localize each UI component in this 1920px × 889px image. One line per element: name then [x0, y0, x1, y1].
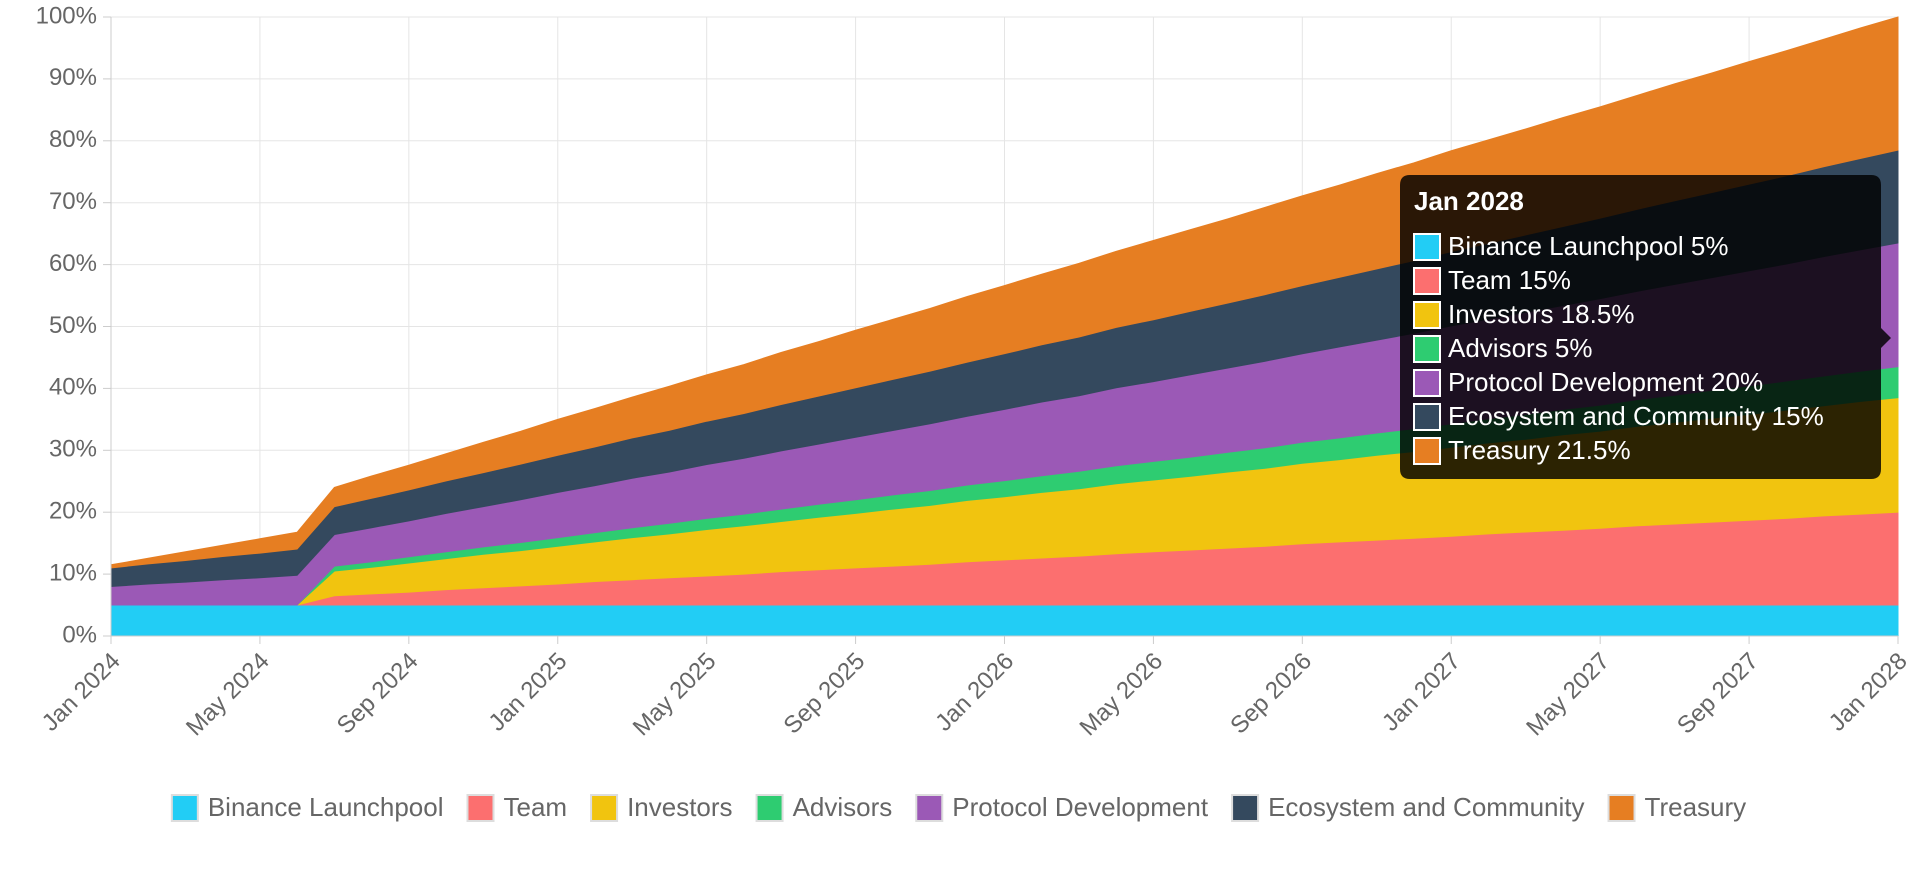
y-tick-label: 20%	[49, 498, 97, 525]
y-tick-label: 80%	[49, 126, 97, 153]
legend-label: Binance Launchpool	[208, 792, 444, 822]
legend-item: Team	[466, 792, 567, 822]
legend-swatch	[1231, 794, 1260, 822]
legend-label: Treasury	[1645, 792, 1747, 822]
tooltip-swatch	[1413, 403, 1441, 431]
tooltip-item: Team 15%	[1448, 265, 1571, 295]
y-tick-label: 70%	[49, 188, 97, 215]
tooltip-swatch	[1413, 267, 1441, 295]
x-tick-label: Sep 2024	[332, 648, 424, 740]
legend-swatch	[1607, 794, 1636, 822]
legend-item: Binance Launchpool	[170, 792, 444, 822]
legend-swatch	[590, 794, 619, 822]
y-tick-label: 30%	[49, 436, 97, 463]
tooltip-item: Protocol Development 20%	[1448, 367, 1763, 397]
x-tick-label: Jan 2026	[930, 648, 1019, 737]
area	[110, 604, 1899, 637]
legend-label: Team	[503, 792, 567, 822]
x-tick-label: May 2027	[1521, 648, 1615, 742]
tooltip-swatch	[1413, 369, 1441, 397]
y-tick-label: 100%	[36, 2, 97, 29]
tooltip-box	[1400, 175, 1891, 479]
tooltip-item: Treasury 21.5%	[1448, 435, 1631, 465]
x-tick-label: Jan 2028	[1824, 648, 1913, 737]
tooltip-item: Ecosystem and Community 15%	[1448, 401, 1824, 431]
x-tick-label: May 2026	[1075, 648, 1169, 742]
tooltip: Jan 2028 Binance Launchpool 5% Team 15% Inv…	[1400, 175, 1891, 479]
legend-swatch	[915, 794, 944, 822]
legend-item: Protocol Development	[915, 792, 1209, 822]
tooltip-swatch	[1413, 301, 1441, 329]
tooltip-swatch	[1413, 335, 1441, 363]
y-tick-label: 0%	[62, 621, 97, 648]
legend-item: Investors	[590, 792, 733, 822]
legend-label: Protocol Development	[952, 792, 1209, 822]
tooltip-item: Binance Launchpool 5%	[1448, 231, 1728, 261]
legend-item: Ecosystem and Community	[1231, 792, 1585, 822]
legend-item: Treasury	[1607, 792, 1747, 822]
y-tick-label: 10%	[49, 559, 97, 586]
legend-swatch	[755, 794, 784, 822]
tooltip-swatch	[1413, 233, 1441, 261]
x-tick-label: Sep 2025	[779, 648, 871, 740]
legend-item: Advisors	[755, 792, 893, 822]
tooltip-swatch	[1413, 437, 1441, 465]
x-tick-label: Sep 2026	[1225, 648, 1317, 740]
y-tick-label: 40%	[49, 374, 97, 401]
legend-label: Advisors	[793, 792, 893, 822]
legend-swatch	[466, 794, 495, 822]
tooltip-item: Advisors 5%	[1448, 333, 1593, 363]
x-tick-label: Jan 2025	[484, 648, 573, 737]
tooltip-title: Jan 2028	[1414, 186, 1524, 216]
x-tick-label: Sep 2027	[1672, 648, 1764, 740]
legend-label: Investors	[627, 792, 733, 822]
legend-swatch	[170, 794, 199, 822]
y-tick-label: 60%	[49, 250, 97, 277]
x-tick-label: May 2024	[181, 648, 275, 742]
area	[110, 16, 1899, 569]
tooltip-item: Investors 18.5%	[1448, 299, 1634, 329]
legend-label: Ecosystem and Community	[1268, 792, 1584, 822]
y-tick-label: 50%	[49, 312, 97, 339]
x-tick-label: Jan 2024	[37, 648, 126, 737]
legend: Binance Launchpool Team Investors Advisors P…	[170, 792, 1747, 822]
x-tick-label: May 2025	[628, 648, 722, 742]
y-tick-label: 90%	[49, 64, 97, 91]
x-tick-label: Jan 2027	[1377, 648, 1466, 737]
